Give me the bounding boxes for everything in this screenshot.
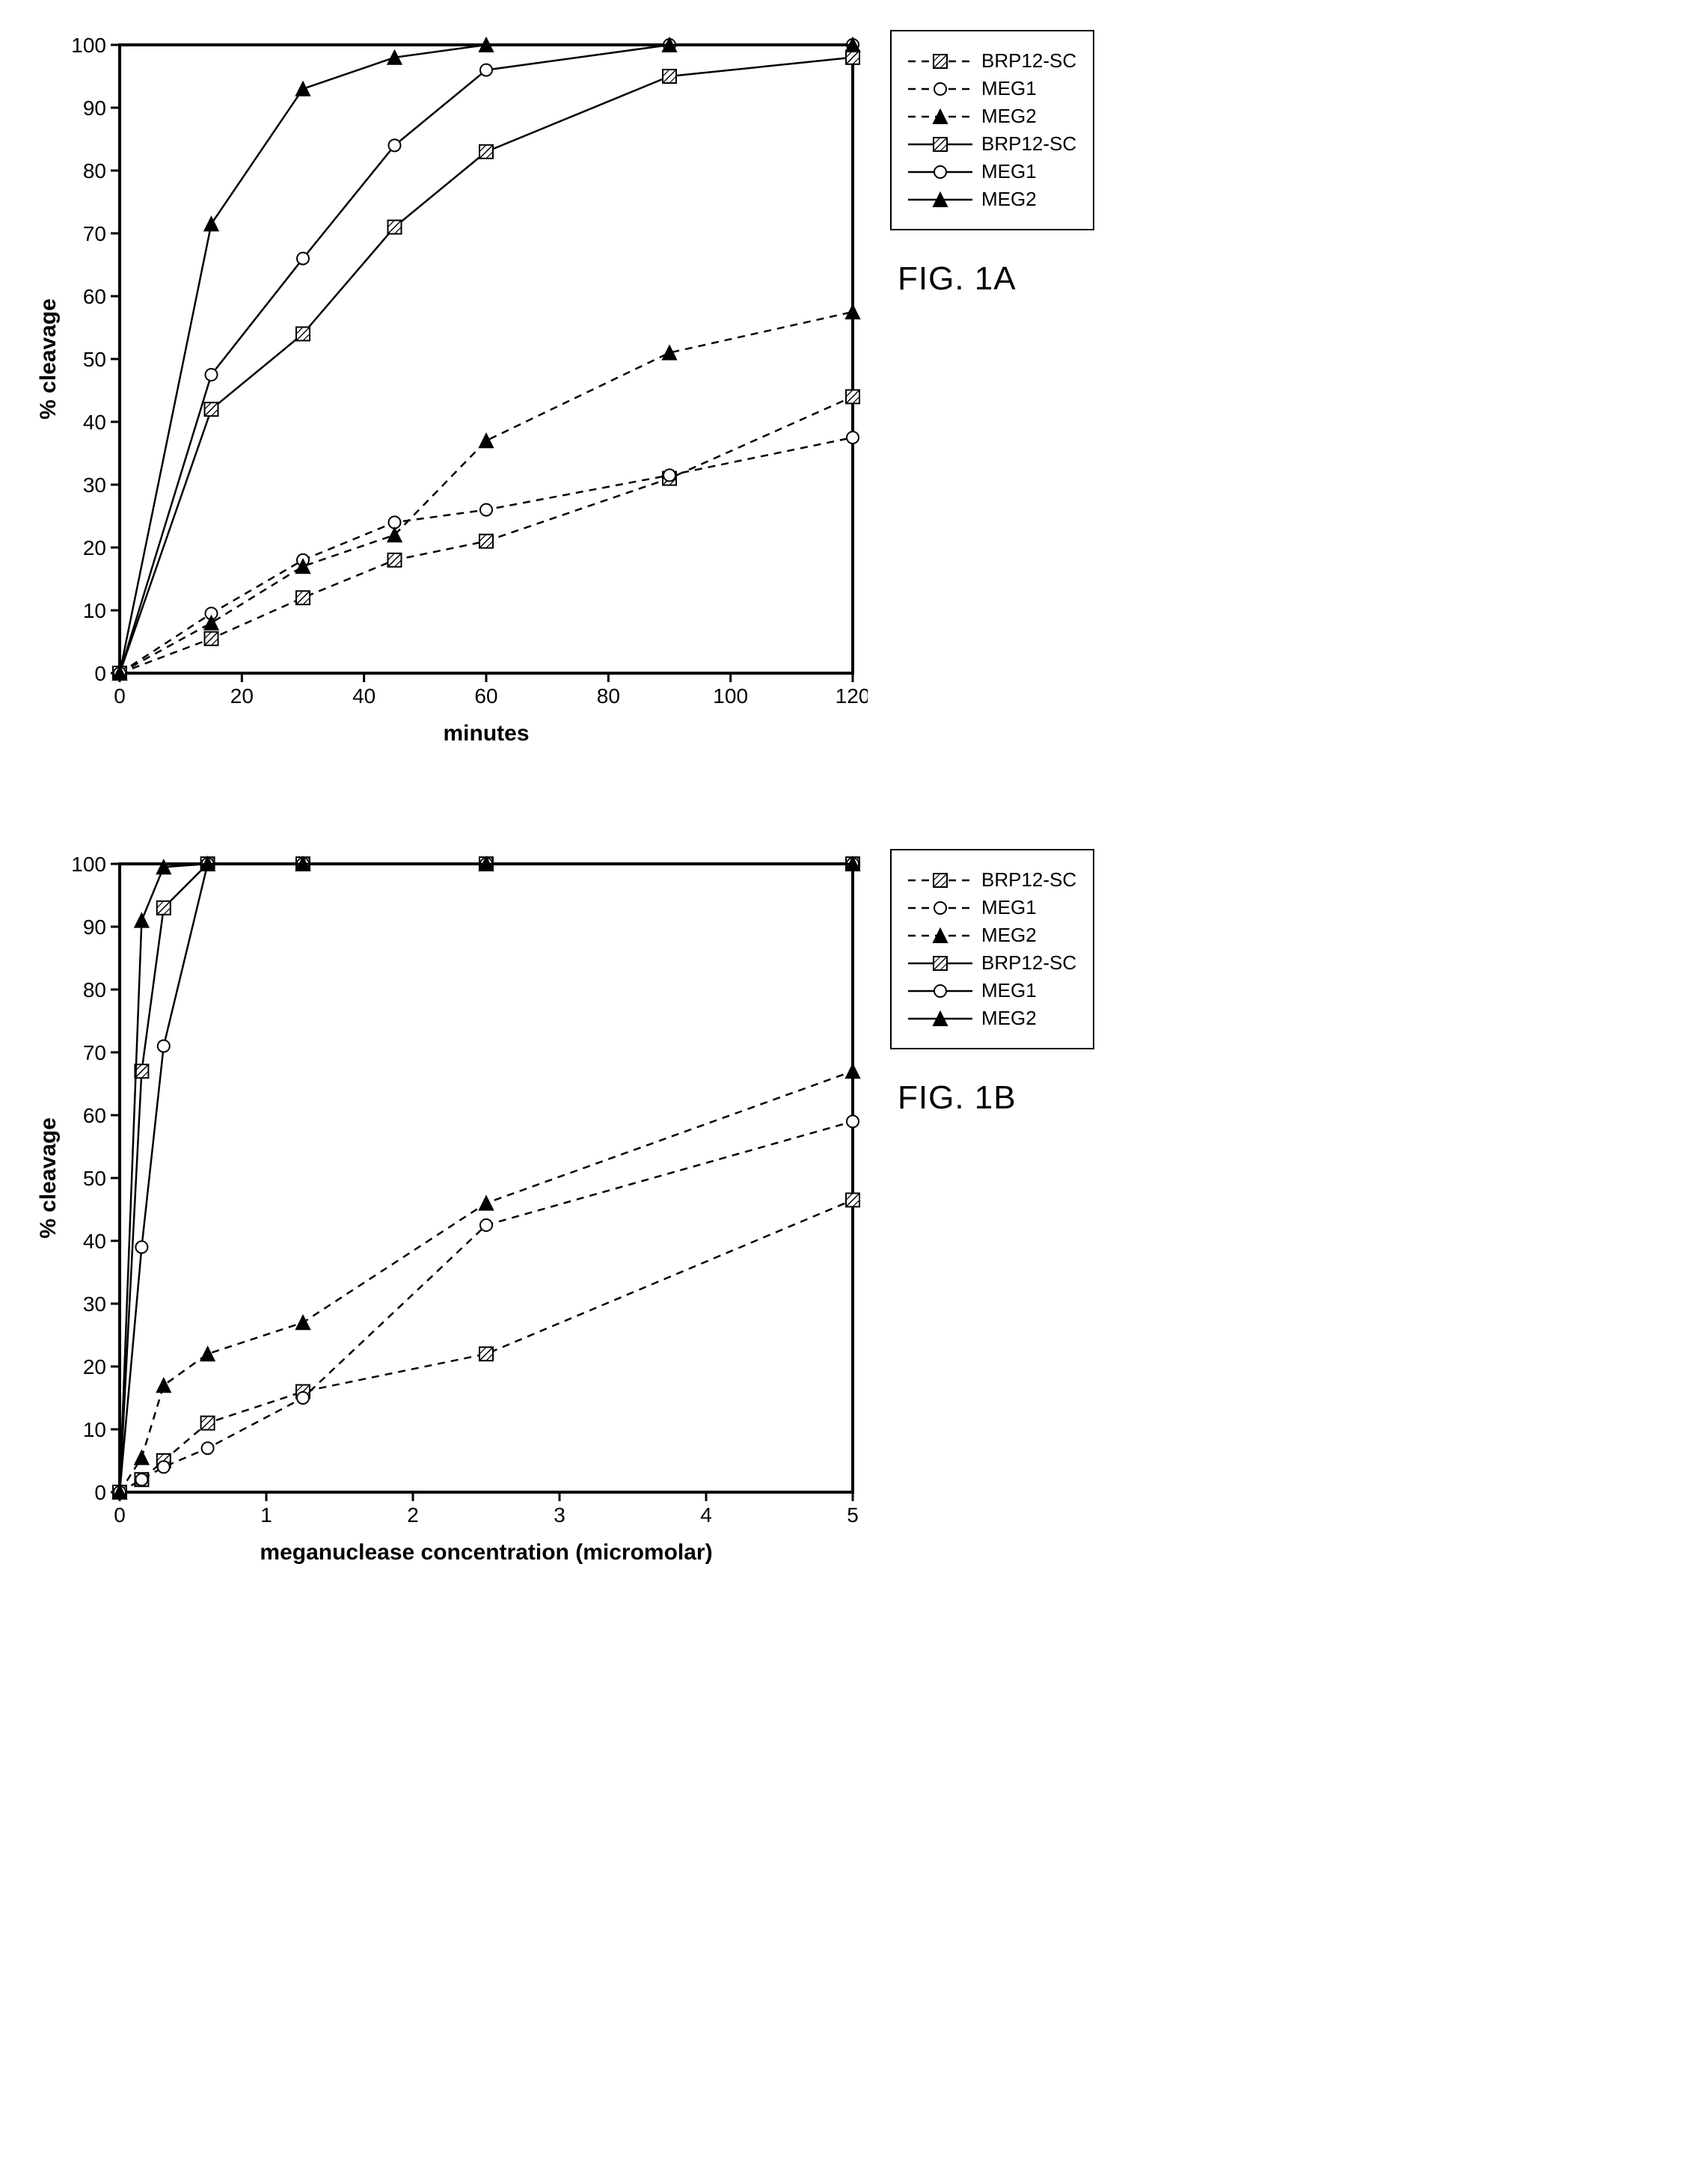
legend-label: MEG1: [981, 160, 1037, 183]
legend-label: BRP12-SC: [981, 132, 1076, 156]
svg-text:60: 60: [83, 285, 106, 308]
legend-item: BRP12-SC: [908, 951, 1076, 975]
svg-text:minutes: minutes: [443, 721, 529, 746]
svg-text:4: 4: [700, 1503, 712, 1527]
legend-swatch: [908, 82, 972, 96]
svg-text:20: 20: [83, 1355, 106, 1378]
legend-label: MEG2: [981, 924, 1037, 947]
svg-text:0: 0: [114, 684, 126, 708]
legend-swatch: [908, 928, 972, 943]
legend-swatch: [908, 1011, 972, 1026]
svg-text:90: 90: [83, 915, 106, 939]
svg-text:30: 30: [83, 473, 106, 497]
legend-item: MEG2: [908, 1007, 1076, 1030]
legend-label: MEG1: [981, 979, 1037, 1002]
legend-label: MEG1: [981, 896, 1037, 919]
legend-swatch: [908, 137, 972, 152]
svg-text:70: 70: [83, 222, 106, 245]
svg-text:80: 80: [597, 684, 620, 708]
svg-text:80: 80: [83, 978, 106, 1001]
fig1a-legend: BRP12-SC MEG1 MEG2 BRP12-SC: [890, 30, 1094, 230]
svg-text:2: 2: [407, 1503, 419, 1527]
svg-text:80: 80: [83, 159, 106, 182]
svg-text:60: 60: [474, 684, 497, 708]
legend-label: BRP12-SC: [981, 951, 1076, 975]
legend-swatch: [908, 873, 972, 888]
svg-text:1: 1: [260, 1503, 272, 1527]
fig1a-side: BRP12-SC MEG1 MEG2 BRP12-SC: [890, 30, 1094, 298]
svg-text:90: 90: [83, 96, 106, 120]
legend-swatch: [908, 984, 972, 999]
svg-text:50: 50: [83, 1167, 106, 1190]
svg-text:10: 10: [83, 599, 106, 622]
legend-label: MEG2: [981, 188, 1037, 211]
svg-text:30: 30: [83, 1292, 106, 1316]
legend-item: BRP12-SC: [908, 868, 1076, 892]
fig1b-svg: 0123450102030405060708090100meganuclease…: [30, 849, 868, 1574]
legend-swatch: [908, 192, 972, 207]
legend-item: MEG2: [908, 105, 1076, 128]
svg-text:100: 100: [713, 684, 748, 708]
svg-text:70: 70: [83, 1041, 106, 1064]
legend-label: MEG2: [981, 105, 1037, 128]
legend-item: MEG1: [908, 77, 1076, 100]
legend-item: MEG1: [908, 896, 1076, 919]
fig1a-caption: FIG. 1A: [898, 260, 1017, 298]
legend-item: MEG2: [908, 188, 1076, 211]
legend-swatch: [908, 54, 972, 69]
svg-text:% cleavage: % cleavage: [36, 298, 61, 420]
legend-label: BRP12-SC: [981, 868, 1076, 892]
svg-text:0: 0: [94, 662, 106, 685]
figure-container: 0204060801001200102030405060708090100min…: [30, 30, 1662, 1578]
fig1b-chart: 0123450102030405060708090100meganuclease…: [30, 849, 868, 1578]
fig1b-legend: BRP12-SC MEG1 MEG2 BRP12-SC: [890, 849, 1094, 1049]
legend-label: BRP12-SC: [981, 49, 1076, 73]
svg-text:5: 5: [847, 1503, 859, 1527]
svg-text:60: 60: [83, 1104, 106, 1127]
svg-text:3: 3: [554, 1503, 565, 1527]
svg-text:20: 20: [230, 684, 254, 708]
legend-item: BRP12-SC: [908, 132, 1076, 156]
legend-item: MEG1: [908, 979, 1076, 1002]
legend-swatch: [908, 956, 972, 971]
svg-text:50: 50: [83, 348, 106, 371]
legend-item: MEG1: [908, 160, 1076, 183]
fig1a-svg: 0 20 40 60 80 100 120 0 10 20 30 40 50 60 70 80 90 100 min…: [30, 30, 868, 755]
legend-item: MEG2: [908, 924, 1076, 947]
fig1b-caption: FIG. 1B: [898, 1079, 1017, 1117]
svg-text:40: 40: [83, 411, 106, 434]
svg-text:40: 40: [83, 1230, 106, 1253]
legend-swatch: [908, 109, 972, 124]
svg-text:0: 0: [114, 1503, 126, 1527]
svg-text:% cleavage: % cleavage: [36, 1117, 61, 1239]
svg-text:10: 10: [83, 1418, 106, 1441]
svg-text:20: 20: [83, 536, 106, 559]
svg-text:100: 100: [71, 34, 106, 57]
legend-label: MEG1: [981, 77, 1037, 100]
fig1b-wrapper: 0123450102030405060708090100meganuclease…: [30, 849, 1094, 1578]
svg-text:meganuclease concentration (mi: meganuclease concentration (micromolar): [260, 1540, 712, 1565]
svg-text:100: 100: [71, 853, 106, 876]
legend-label: MEG2: [981, 1007, 1037, 1030]
svg-text:40: 40: [352, 684, 376, 708]
legend-item: BRP12-SC: [908, 49, 1076, 73]
svg-text:120: 120: [836, 684, 868, 708]
svg-text:0: 0: [94, 1481, 106, 1504]
legend-swatch: [908, 165, 972, 180]
fig1a-chart: 0 20 40 60 80 100 120 0 10 20 30 40 50 60 70 80 90 100 min…: [30, 30, 868, 759]
fig1a-wrapper: 0 20 40 60 80 100 120 0 10 20 30 40 50 60 70 80 90 100 min…: [30, 30, 1094, 759]
legend-swatch: [908, 901, 972, 915]
fig1b-side: BRP12-SC MEG1 MEG2 BRP12-SC: [890, 849, 1094, 1117]
